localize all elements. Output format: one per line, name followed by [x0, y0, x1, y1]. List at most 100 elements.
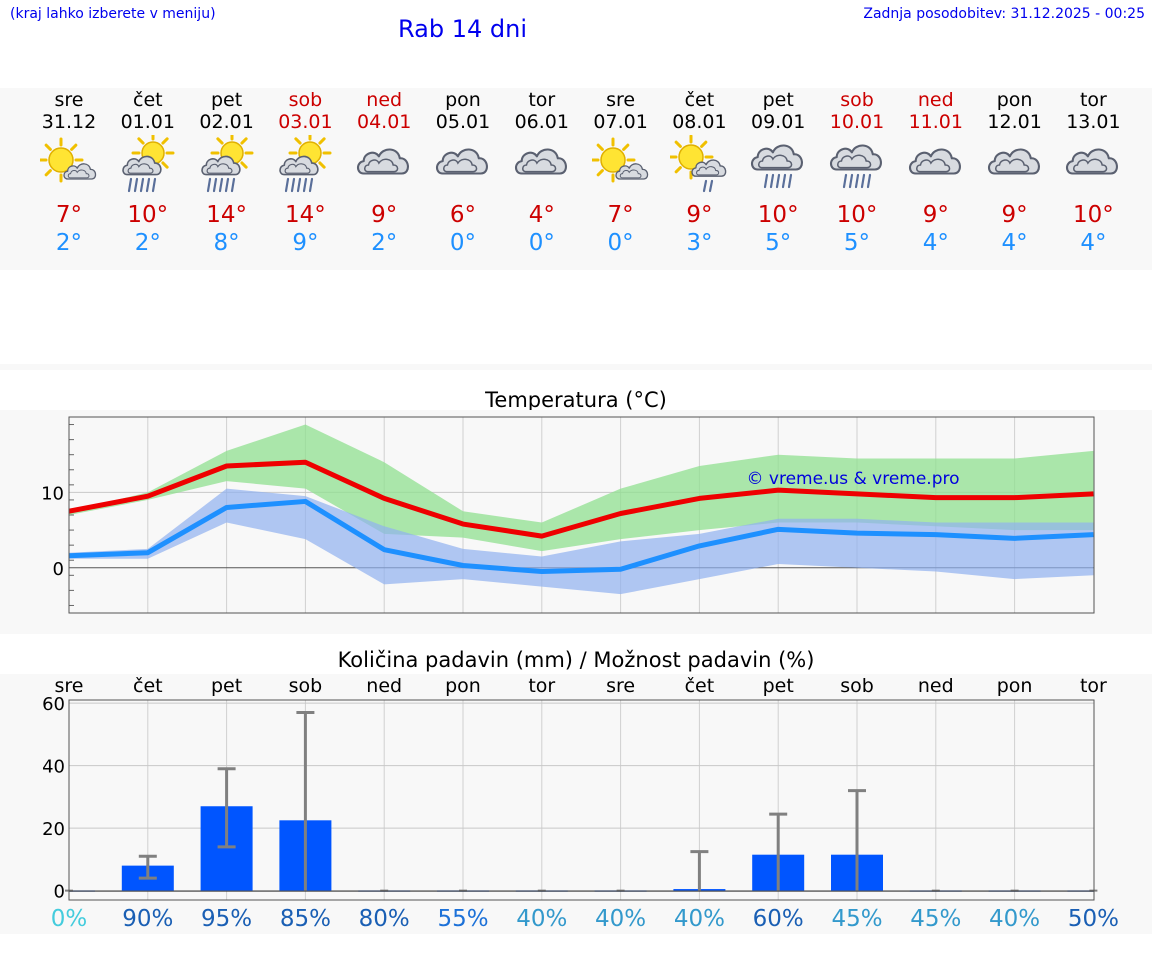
precipitation-chart: sre čet pet sob ned pon tor sre čet pet sob ned pon t…	[42, 675, 1119, 932]
day-name: pet	[762, 89, 794, 111]
day-name: sre	[54, 89, 84, 111]
location-menu-hint: (kraj lahko izberete v meniju)	[10, 6, 216, 22]
day-date: 12.01	[987, 111, 1042, 133]
forecast-day: tor 13.01 10° 4°	[1053, 88, 1133, 257]
day-date: 06.01	[514, 111, 569, 133]
cloud-inner	[696, 166, 720, 176]
day-name: ned	[917, 89, 954, 111]
day-date: 04.01	[356, 111, 412, 133]
cloud-shape	[614, 163, 648, 180]
precipitation-probability: 95%	[201, 906, 252, 932]
y-tick-label: 60	[42, 694, 65, 715]
sun-shape	[591, 137, 636, 183]
x-day-label: čet	[685, 675, 715, 697]
x-day-label: ned	[918, 675, 954, 697]
cloud-shape	[987, 148, 1040, 175]
max-temperature: 10°	[836, 202, 878, 228]
cloud-inner	[443, 158, 478, 173]
cloud-shape	[357, 148, 410, 175]
sun-cloud-rain-icon	[122, 135, 175, 193]
rain-drop	[303, 177, 308, 193]
max-temperature: 9°	[1001, 202, 1028, 228]
day-date: 05.01	[435, 111, 491, 133]
rain-drop	[206, 177, 211, 193]
error-bar	[690, 850, 709, 891]
day-name: tor	[1079, 89, 1107, 111]
max-temperature: 6°	[449, 202, 477, 228]
cloud-outline	[435, 148, 488, 175]
day-name: čet	[684, 89, 715, 111]
forecast-day: pon 12.01 9° 4°	[975, 88, 1055, 257]
rain-drop	[133, 177, 138, 193]
max-temperature: 9°	[686, 202, 713, 228]
cloud-outline	[987, 148, 1040, 175]
cloud-shape	[63, 163, 97, 180]
forecast-day: sre 31.12 7° 2°	[29, 88, 109, 257]
forecast-day: pet 02.01 14° 8°	[187, 88, 267, 257]
y-tick-label: 10	[41, 483, 64, 504]
min-temperature: 2°	[371, 230, 398, 256]
day-name: pon	[445, 89, 481, 111]
cloud-outline	[357, 148, 410, 175]
min-temperature-line	[68, 498, 1094, 575]
sun-disc	[678, 144, 705, 170]
sun-ray	[294, 137, 302, 145]
error-bar	[217, 767, 236, 849]
precipitation-chart-title: Količina padavin (mm) / Možnost padavin …	[337, 648, 815, 672]
y-tick-label: 40	[42, 757, 65, 778]
cloud-outline	[200, 155, 241, 176]
x-day-label: sob	[289, 675, 323, 697]
temperature-chart: 0 10 © vreme.us & vreme.pro	[41, 416, 1095, 614]
day-name: sre	[606, 89, 636, 111]
cloud-outline	[279, 155, 319, 176]
max-temperature: 4°	[528, 202, 555, 228]
cloud-outline	[614, 163, 648, 180]
day-date: 01.01	[120, 111, 175, 133]
cloud-inner	[915, 158, 951, 173]
rain-drop	[151, 177, 156, 193]
error-bar	[769, 812, 788, 891]
rain-drops	[703, 179, 714, 193]
rain-drop	[782, 173, 787, 189]
cloudy-icon	[435, 148, 488, 175]
rain-drop	[764, 173, 769, 189]
cloud-shape	[200, 155, 241, 176]
cloud-inner	[127, 163, 154, 174]
x-day-label: pon	[445, 675, 481, 697]
min-temperature: 5°	[765, 230, 792, 256]
day-date: 09.01	[750, 111, 806, 133]
x-day-label: tor	[1080, 675, 1107, 697]
rain-drop	[788, 173, 793, 189]
cloudy-icon	[987, 148, 1040, 175]
cloud-shape	[1066, 148, 1119, 175]
min-temperature: 0°	[449, 230, 477, 256]
cloud-inner	[521, 158, 557, 173]
cloudy-icon	[908, 148, 961, 175]
cloud-shape	[751, 144, 804, 171]
separator	[0, 364, 1152, 370]
sun-cloud-drizzle-icon	[670, 135, 727, 193]
precipitation-probability: 45%	[910, 906, 961, 932]
forecast-day: čet 01.01 10° 2°	[108, 88, 188, 257]
max-temperature: 7°	[607, 202, 634, 228]
max-temperature: 9°	[922, 202, 949, 228]
y-tick-label: 0	[54, 882, 65, 903]
daily-forecast: sre 31.12 7° 2° čet 01.01 10° 2° pet 02.01 14° 8° so…	[0, 88, 1152, 270]
cloud-rain-icon	[829, 144, 882, 189]
sun-ray	[318, 137, 327, 145]
rain-drops	[285, 177, 314, 193]
precipitation-probability: 40%	[989, 906, 1040, 932]
cloud-inner	[67, 169, 90, 179]
day-date: 03.01	[278, 111, 333, 133]
sun-ray	[621, 143, 629, 151]
error-bar	[848, 789, 866, 891]
day-name: ned	[366, 89, 403, 111]
cloud-shape	[691, 159, 727, 177]
x-day-label: sre	[55, 675, 84, 697]
rain-drop	[139, 177, 144, 193]
min-temperature: 0°	[528, 230, 555, 256]
forecast-day: pon 05.01 6° 0°	[423, 88, 503, 257]
cloudy-icon	[357, 148, 410, 175]
y-tick-label: 20	[42, 819, 65, 840]
day-name: čet	[133, 89, 163, 111]
